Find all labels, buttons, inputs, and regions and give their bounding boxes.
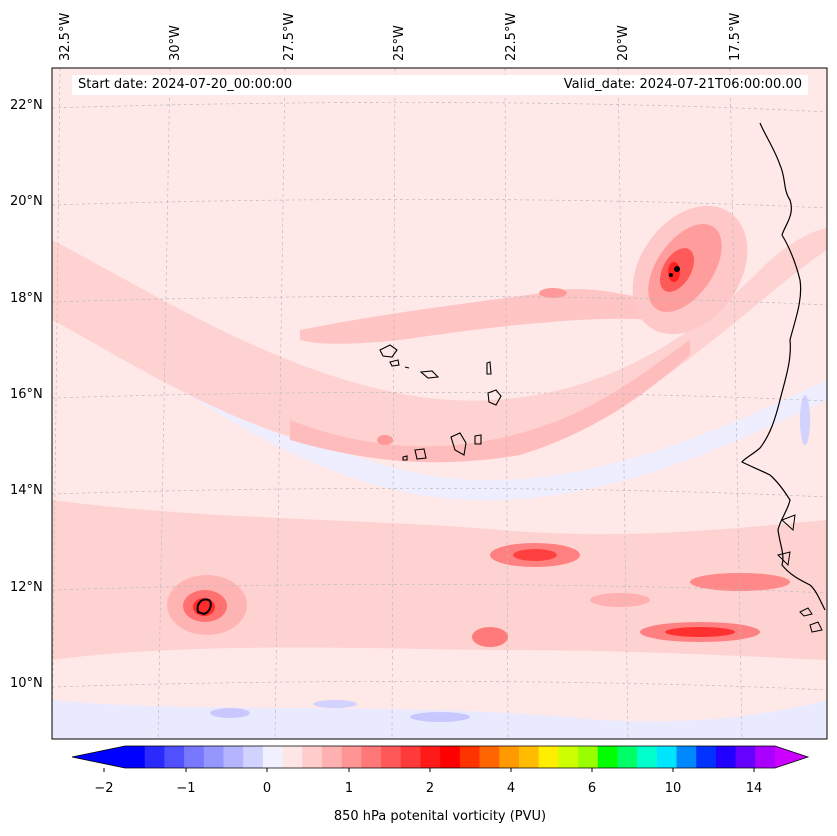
lat-label: 12°N xyxy=(10,580,43,595)
lat-label: 18°N xyxy=(10,291,43,306)
colorbar-segment xyxy=(715,746,737,768)
map-area xyxy=(52,68,827,739)
colorbar-tick-label: 6 xyxy=(587,781,597,796)
colorbar-outline xyxy=(71,745,810,769)
pv-maximum xyxy=(539,288,567,298)
colorbar-segment xyxy=(223,746,244,768)
lon-label: 20°W xyxy=(616,25,631,61)
colorbar-segment xyxy=(518,746,540,768)
negative-pv-blob xyxy=(410,712,470,722)
negative-pv-blob xyxy=(210,708,250,718)
colorbar-segment xyxy=(696,746,717,768)
start-date-label: Start date: 2024-07-20_00:00:00 xyxy=(78,77,293,92)
colorbar-tick-label: −2 xyxy=(94,781,114,796)
colorbar-tick-label: 0 xyxy=(262,781,272,796)
colorbar-segment xyxy=(479,746,500,768)
pv-maximum xyxy=(590,593,650,607)
colorbar-segment xyxy=(302,746,323,768)
colorbar-segment xyxy=(400,746,421,768)
colorbar-segment xyxy=(361,746,382,768)
pv-maximum xyxy=(690,573,790,591)
lat-label: 14°N xyxy=(10,483,43,498)
lon-label: 25°W xyxy=(392,25,407,61)
colorbar-tick-label: −1 xyxy=(176,781,196,796)
colorbar-under-arrow xyxy=(72,746,125,768)
colorbar-segment xyxy=(321,746,343,768)
colorbar-segment xyxy=(558,746,579,768)
colorbar-segment xyxy=(184,746,205,768)
colorbar-segment xyxy=(755,746,776,768)
pv-center-north xyxy=(668,262,680,282)
colorbar-segment xyxy=(203,746,224,768)
lon-label: 22.5°W xyxy=(504,12,519,61)
negative-pv-blob xyxy=(313,700,357,708)
colorbar-segment xyxy=(597,746,618,768)
pv-vortex-contour xyxy=(196,598,212,616)
colorbar-segment xyxy=(656,746,678,768)
lat-label: 16°N xyxy=(10,387,43,402)
lat-label: 20°N xyxy=(10,194,43,209)
positive-pv-arc xyxy=(52,228,827,458)
date-info-box: Start date: 2024-07-20_00:00:00 Valid_da… xyxy=(72,75,808,95)
colorbar-tick-label: 10 xyxy=(664,781,682,796)
colorbar-segment xyxy=(125,746,146,768)
colorbar xyxy=(71,745,810,772)
colorbar-title: 850 hPa potenital vorticity (PVU) xyxy=(333,809,547,824)
colorbar-segment xyxy=(381,746,402,768)
lat-label: 22°N xyxy=(10,98,43,113)
negative-pv-blob xyxy=(800,395,810,445)
colorbar-segment xyxy=(243,746,264,768)
lat-label: 10°N xyxy=(10,676,43,691)
pv-maximum xyxy=(513,549,557,561)
cape-verde-islands xyxy=(379,344,502,461)
lon-label: 17.5°W xyxy=(728,12,743,61)
colorbar-segment xyxy=(499,746,520,768)
positive-pv-arc-core xyxy=(290,340,690,463)
colorbar-over-arrow xyxy=(775,746,808,768)
colorbar-segment xyxy=(578,746,599,768)
map-frame xyxy=(51,67,828,740)
pv-maximum xyxy=(665,627,735,637)
lon-label: 30°W xyxy=(168,25,183,61)
pv-center-north-peak xyxy=(674,266,680,272)
colorbar-segment xyxy=(341,746,362,768)
colorbar-segment xyxy=(637,746,658,768)
graticule xyxy=(52,68,827,739)
colorbar-segment xyxy=(440,746,461,768)
valid-date-label: Valid_date: 2024-07-21T06:00:00.00 xyxy=(563,77,802,92)
pv-maximum xyxy=(377,435,393,445)
colorbar-segment xyxy=(459,746,481,768)
colorbar-tick-label: 14 xyxy=(745,781,763,796)
colorbar-segment xyxy=(144,746,165,768)
coastline-islands xyxy=(777,514,823,633)
colorbar-segment xyxy=(538,746,559,768)
colorbar-segment xyxy=(282,746,303,768)
colorbar-segment xyxy=(735,746,756,768)
colorbar-segment xyxy=(617,746,638,768)
colorbar-segment xyxy=(262,746,284,768)
lon-label: 32.5°W xyxy=(58,12,73,61)
colorbar-segment xyxy=(164,746,185,768)
lon-label: 27.5°W xyxy=(282,12,297,61)
colorbar-tick-label: 4 xyxy=(506,781,516,796)
pv-maximum xyxy=(472,627,508,647)
colorbar-tick-label: 1 xyxy=(344,781,354,796)
positive-pv-band-south xyxy=(52,500,827,660)
positive-pv-arc-upper xyxy=(300,288,660,344)
colorbar-segment xyxy=(420,746,441,768)
colorbar-tick-label: 2 xyxy=(425,781,435,796)
coastline xyxy=(741,122,826,611)
colorbar-segment xyxy=(676,746,697,768)
